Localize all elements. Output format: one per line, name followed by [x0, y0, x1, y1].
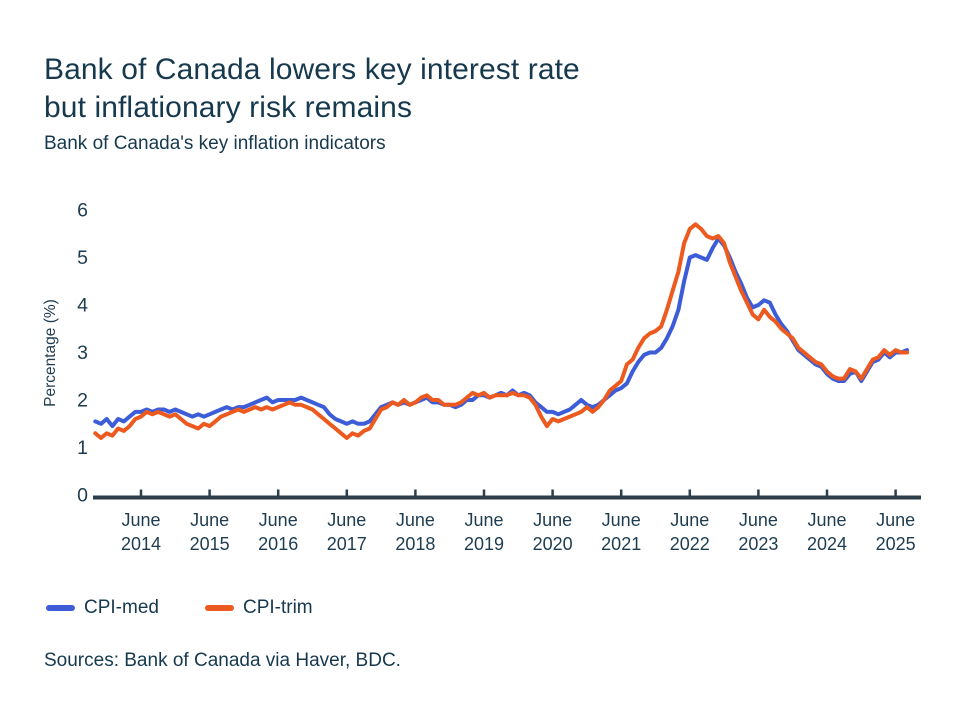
y-axis-title: Percentage (%) [42, 299, 59, 407]
x-tick-year-label: 2021 [601, 534, 641, 554]
x-tick-year-label: 2018 [395, 534, 435, 554]
x-tick-month-label: June [739, 510, 778, 530]
x-tick-year-label: 2014 [121, 534, 161, 554]
x-tick-month-label: June [259, 510, 298, 530]
x-tick-month-label: June [464, 510, 503, 530]
y-tick-label: 1 [77, 437, 88, 459]
x-tick-month-label: June [670, 510, 709, 530]
x-tick-month-label: June [327, 510, 366, 530]
x-tick-year-label: 2023 [738, 534, 778, 554]
x-tick-month-label: June [396, 510, 435, 530]
y-tick-label: 0 [77, 485, 88, 507]
sources-note: Sources: Bank of Canada via Haver, BDC. [44, 650, 401, 671]
x-tick-year-label: 2022 [670, 534, 710, 554]
x-tick-year-label: 2019 [464, 534, 504, 554]
chart-subtitle: Bank of Canada's key inflation indicator… [44, 133, 386, 154]
y-tick-label: 3 [77, 342, 88, 364]
y-tick-label: 4 [77, 295, 88, 317]
x-tick-year-label: 2024 [807, 534, 847, 554]
legend-swatch-cpi-med-icon [46, 605, 75, 611]
legend-item-cpi-trim: CPI-trim [204, 597, 313, 619]
y-tick-label: 5 [77, 247, 88, 269]
x-tick-month-label: June [807, 510, 846, 530]
x-tick-month-label: June [121, 510, 160, 530]
x-tick-month-label: June [533, 510, 572, 530]
x-tick-year-label: 2015 [190, 534, 230, 554]
legend-label-cpi-med: CPI-med [84, 597, 159, 618]
x-tick-month-label: June [602, 510, 641, 530]
legend-label-cpi-trim: CPI-trim [242, 597, 313, 618]
x-tick-year-label: 2017 [327, 534, 367, 554]
legend-swatch-cpi-trim-icon [204, 605, 234, 611]
series-line-cpi-med [93, 236, 909, 429]
inflation-line-chart: June2014June2015June2016June2017June2018… [42, 200, 921, 554]
legend: CPI-med CPI-trim [46, 597, 313, 619]
x-tick-year-label: 2016 [258, 534, 298, 554]
y-tick-label: 6 [77, 200, 88, 222]
x-tick-year-label: 2025 [876, 534, 916, 554]
series-line-cpi-trim [93, 222, 909, 440]
page-title: Bank of Canada lowers key interest rate … [44, 53, 580, 125]
y-tick-label: 2 [77, 390, 88, 412]
legend-item-cpi-med: CPI-med [46, 597, 159, 619]
x-tick-year-label: 2020 [533, 534, 573, 554]
x-tick-month-label: June [190, 510, 229, 530]
x-tick-month-label: June [876, 510, 915, 530]
